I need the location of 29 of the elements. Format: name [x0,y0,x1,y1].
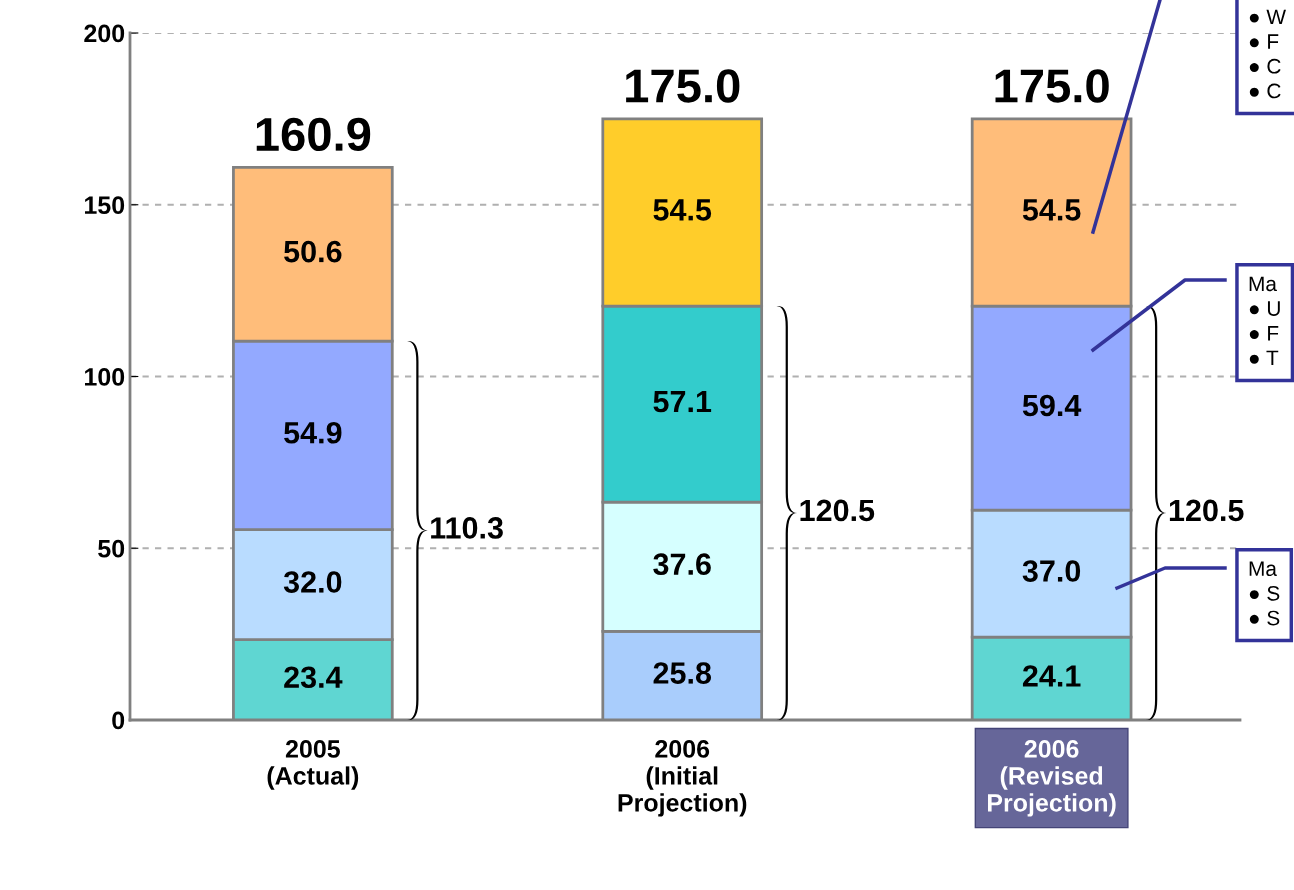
data-label: 50.6 [284,240,342,263]
annotation: 120.5 [800,499,875,522]
data-label: 57.1 [653,391,712,413]
data-label: 59.4 [1022,394,1082,417]
y-tick-label: 50 [98,539,125,558]
text: ● W ● F ● C ● C [1249,9,1286,99]
x-tick-label: 2005 (Actual) [267,740,359,790]
x-tick-label: 2006 (Revised Projection) [988,740,1116,817]
data-label: 54.9 [284,421,342,444]
data-label: 37.0 [1022,560,1081,582]
total-label: 160.9 [256,117,371,152]
text: Ma ● U ● F ● T [1249,276,1280,366]
annotation: 110.3 [431,517,503,539]
x-tick-label: 2006 (Initial Projection) [618,740,747,817]
y-tick-label: 0 [112,711,125,730]
data-label: 23.4 [284,666,343,689]
y-tick-label: 200 [84,24,125,43]
y-tick-label: 150 [85,196,125,215]
data-label: 37.6 [653,553,711,576]
text: Ma ● S ● S [1249,561,1280,626]
total-label: 175.0 [995,69,1109,103]
total-label: 175.0 [626,69,740,103]
data-label: 54.5 [653,199,712,221]
annotation: 120.5 [1169,499,1244,522]
data-label: 25.8 [653,662,712,684]
data-label: 24.1 [1022,665,1081,687]
data-label: 32.0 [283,571,342,593]
data-label: 54.5 [1022,199,1081,221]
y-tick-label: 100 [85,368,125,386]
